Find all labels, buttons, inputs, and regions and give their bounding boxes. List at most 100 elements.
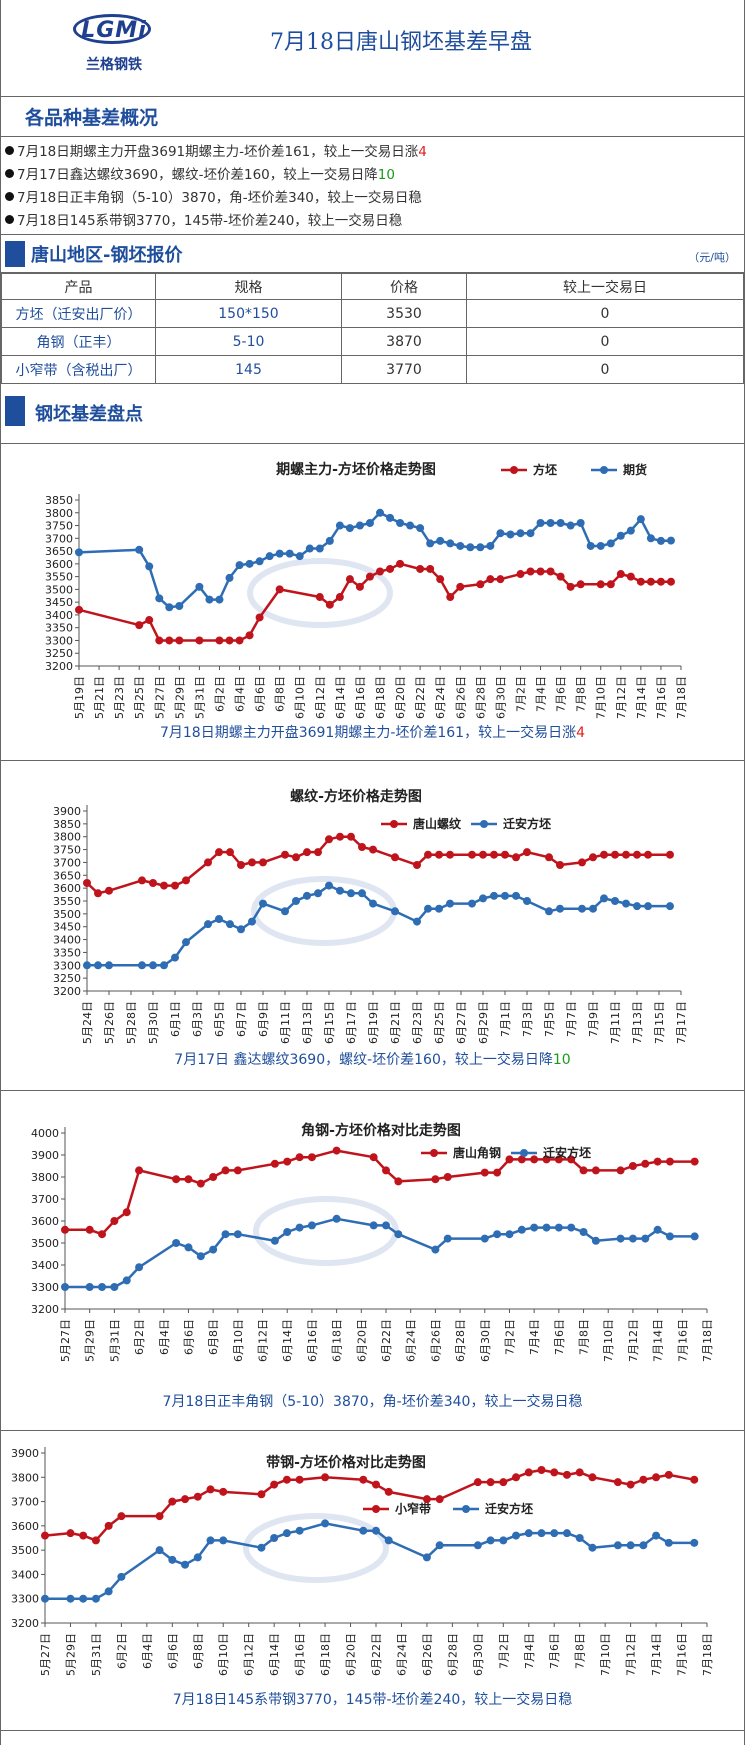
- data-point: [226, 920, 234, 929]
- data-point: [172, 1175, 181, 1184]
- series-line-blue: [87, 884, 670, 967]
- col-header-price: 价格: [341, 273, 467, 300]
- product-cell: 方坯（迁安出厂价）: [1, 299, 156, 328]
- data-point: [578, 858, 586, 867]
- data-point: [168, 1555, 177, 1564]
- x-tick-label: 7月6日: [553, 1319, 566, 1355]
- price-table-header-row: 产品 规格 价格 较上一交易日: [1, 273, 744, 300]
- data-point: [233, 1230, 242, 1239]
- overview-list: 7月18日期螺主力开盘3691期螺主力-坯价差161，较上一交易日涨4 7月17日…: [1, 137, 744, 235]
- bullet-change-value: 4: [418, 144, 427, 160]
- x-tick-label: 6月14日: [281, 1319, 294, 1362]
- data-point: [426, 539, 435, 548]
- section-marker: [5, 241, 25, 267]
- x-tick-label: 7月16日: [676, 1319, 689, 1362]
- legend-label: 方坯: [533, 462, 557, 477]
- data-point: [369, 1153, 378, 1162]
- change-cell: 0: [466, 299, 744, 328]
- data-point: [646, 534, 655, 543]
- data-point: [270, 1534, 279, 1542]
- spec-cell: 150*150: [155, 299, 342, 328]
- data-point: [384, 1487, 393, 1496]
- data-point: [616, 570, 625, 579]
- data-point: [416, 564, 425, 573]
- x-tick-label: 6月27日: [455, 1001, 468, 1044]
- overview-title: 各品种基差概况: [25, 107, 159, 129]
- data-point: [315, 544, 324, 553]
- x-tick-label: 7月11日: [609, 1001, 622, 1044]
- data-point: [512, 891, 520, 900]
- x-tick-label: 6月26日: [429, 1319, 442, 1362]
- y-tick-label: 3300: [53, 959, 81, 972]
- data-point: [145, 616, 154, 625]
- data-point: [384, 1536, 393, 1545]
- data-point: [248, 917, 256, 926]
- y-tick-label: 3350: [45, 622, 73, 635]
- data-point: [155, 636, 164, 645]
- bullet-change-value: 10: [377, 167, 395, 183]
- data-point: [589, 904, 597, 913]
- data-point: [245, 559, 254, 568]
- y-tick-label: 4000: [31, 1127, 59, 1140]
- data-point: [345, 575, 354, 584]
- x-tick-label: 6月16日: [354, 676, 367, 719]
- data-point: [591, 1166, 600, 1175]
- data-point: [576, 518, 585, 527]
- data-point: [516, 570, 525, 579]
- data-point: [184, 1243, 193, 1252]
- data-point: [588, 1473, 597, 1482]
- data-point: [321, 1473, 330, 1482]
- overview-bullet: 7月18日期螺主力开盘3691期螺主力-坯价差161，较上一交易日涨4: [5, 141, 744, 164]
- price-table: 产品 规格 价格 较上一交易日 方坯（迁安出厂价） 150*150 3530 0…: [1, 273, 744, 384]
- x-tick-label: 7月6日: [548, 1633, 561, 1669]
- data-point: [493, 1168, 502, 1177]
- y-tick-label: 3800: [11, 1471, 39, 1484]
- data-point: [641, 1234, 650, 1243]
- data-point: [41, 1594, 49, 1603]
- data-point: [193, 1492, 202, 1501]
- data-point: [221, 1230, 230, 1239]
- data-point: [369, 899, 377, 908]
- data-point: [282, 1475, 291, 1484]
- x-tick-label: 6月24日: [395, 1633, 408, 1676]
- data-point: [135, 1166, 144, 1175]
- data-point: [369, 1221, 378, 1230]
- chart-title: 带钢-方坯价格对比走势图: [266, 1454, 426, 1471]
- chart-strip-billet: 3200 3300 3400 3500 3600 3700 3800 3900 5月27日 5月2…: [1, 1431, 744, 1731]
- y-tick-label: 3400: [31, 1259, 59, 1272]
- data-point: [473, 1478, 482, 1487]
- change-cell: 0: [466, 327, 744, 356]
- data-point: [576, 580, 585, 589]
- x-tick-label: 6月28日: [454, 1319, 467, 1362]
- x-tick-label: 6月18日: [319, 1633, 332, 1676]
- data-point: [626, 572, 635, 581]
- x-tick-label: 6月10日: [217, 1633, 230, 1676]
- data-point: [644, 902, 652, 911]
- data-point: [292, 897, 300, 905]
- x-tick-label: 6月3日: [191, 1001, 204, 1037]
- x-tick-label: 6月12日: [243, 1633, 256, 1676]
- y-tick-label: 3350: [53, 946, 81, 959]
- x-tick-label: 7月4日: [523, 1633, 536, 1669]
- data-point: [209, 1173, 218, 1181]
- y-tick-label: 3650: [45, 545, 73, 558]
- data-point: [406, 521, 415, 530]
- x-tick-label: 6月22日: [370, 1633, 383, 1676]
- x-tick-label: 6月26日: [421, 1633, 434, 1676]
- data-point: [149, 961, 157, 970]
- chart-caption: 7月18日正丰角钢（5-10）3870，角-坯价差340，较上一交易日稳: [1, 1391, 744, 1411]
- x-tick-label: 7月2日: [503, 1319, 516, 1355]
- data-point: [567, 1155, 576, 1164]
- data-point: [616, 1166, 625, 1175]
- data-point: [336, 886, 344, 895]
- data-point: [160, 961, 168, 970]
- data-point: [606, 580, 615, 589]
- data-point: [295, 552, 304, 561]
- data-point: [516, 529, 525, 538]
- x-tick-label: 5月31日: [193, 676, 206, 719]
- data-point: [376, 508, 384, 517]
- data-point: [436, 575, 445, 584]
- data-point: [536, 567, 545, 576]
- page-title: 7月18日唐山钢坯基差早盘: [270, 30, 532, 55]
- data-point: [358, 889, 366, 898]
